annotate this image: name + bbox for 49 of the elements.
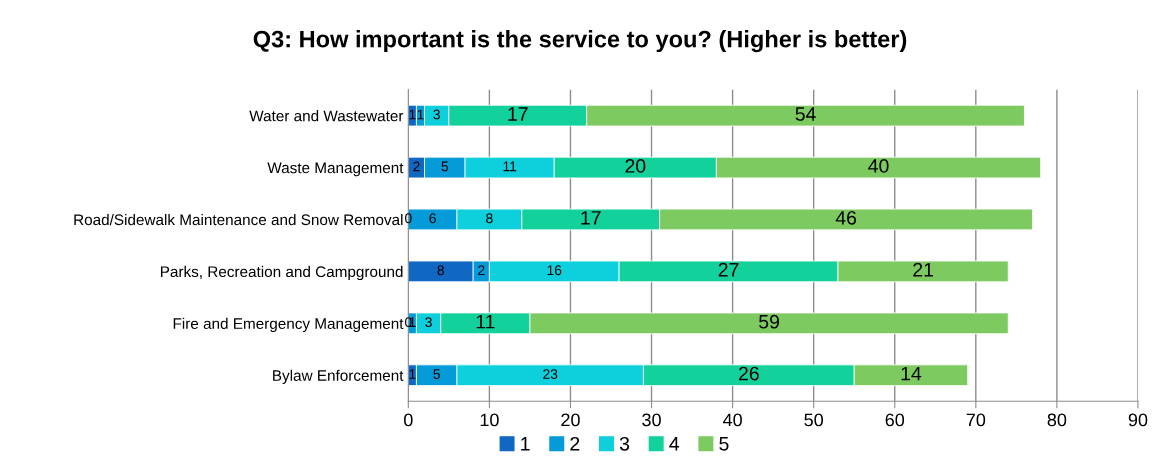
- data-label: 1: [409, 109, 416, 120]
- x-tick-label: 10: [480, 413, 499, 427]
- x-tick-label: 90: [1128, 413, 1148, 427]
- data-label: 8: [437, 265, 445, 276]
- x-tick-label: 30: [642, 413, 661, 427]
- data-label: 23: [543, 369, 558, 379]
- data-label: 27: [718, 262, 739, 277]
- data-label: 17: [508, 107, 528, 121]
- data-label: 26: [738, 366, 759, 381]
- data-label: 2: [413, 161, 420, 172]
- y-tick-label: Waste Management: [267, 162, 404, 177]
- x-tick-label: 70: [966, 413, 986, 427]
- data-label: 16: [547, 265, 562, 276]
- data-label: 21: [913, 262, 933, 277]
- data-label: 3: [433, 109, 440, 120]
- data-label: 54: [795, 107, 816, 121]
- data-label: 1: [417, 109, 424, 120]
- data-label: 6: [429, 213, 436, 224]
- data-label: 5: [441, 161, 449, 172]
- data-label: 20: [625, 159, 646, 173]
- data-label: 3: [425, 317, 432, 328]
- data-label: 1: [409, 369, 416, 379]
- legend-label: 5: [719, 437, 729, 451]
- legend-label: 1: [521, 437, 530, 451]
- legend-label: 2: [570, 436, 580, 451]
- data-label: 8: [486, 213, 493, 224]
- y-tick-label: Water and Wastewater: [249, 110, 404, 122]
- y-tick-label: Road/Sidewalk Maintenance and Snow Removal: [74, 213, 403, 226]
- data-label: 2: [478, 265, 485, 275]
- data-label: 59: [759, 314, 779, 329]
- data-label: 11: [476, 314, 495, 329]
- legend-label: 3: [619, 436, 630, 451]
- data-label: 40: [868, 159, 889, 173]
- data-label: 14: [901, 366, 922, 381]
- chart-title: Q3: How important is the service to you? (Higher is better): [253, 30, 907, 53]
- y-tick-label: Bylaw Enforcement: [273, 369, 404, 384]
- x-tick-label: 20: [561, 413, 580, 427]
- x-tick-label: 60: [885, 413, 905, 427]
- data-label: 11: [503, 161, 517, 172]
- x-tick-label: 80: [1047, 413, 1067, 427]
- y-tick-label: Parks, Recreation and Campground: [161, 265, 403, 281]
- y-tick-label: Fire and Emergency Management: [173, 317, 404, 333]
- data-label: 17: [581, 211, 601, 225]
- legend-label: 4: [669, 437, 680, 451]
- x-tick-label: 0: [404, 413, 413, 427]
- data-label: 46: [835, 210, 857, 225]
- data-label: 5: [433, 369, 440, 379]
- x-tick-label: 40: [722, 413, 742, 427]
- x-tick-label: 50: [804, 413, 824, 427]
